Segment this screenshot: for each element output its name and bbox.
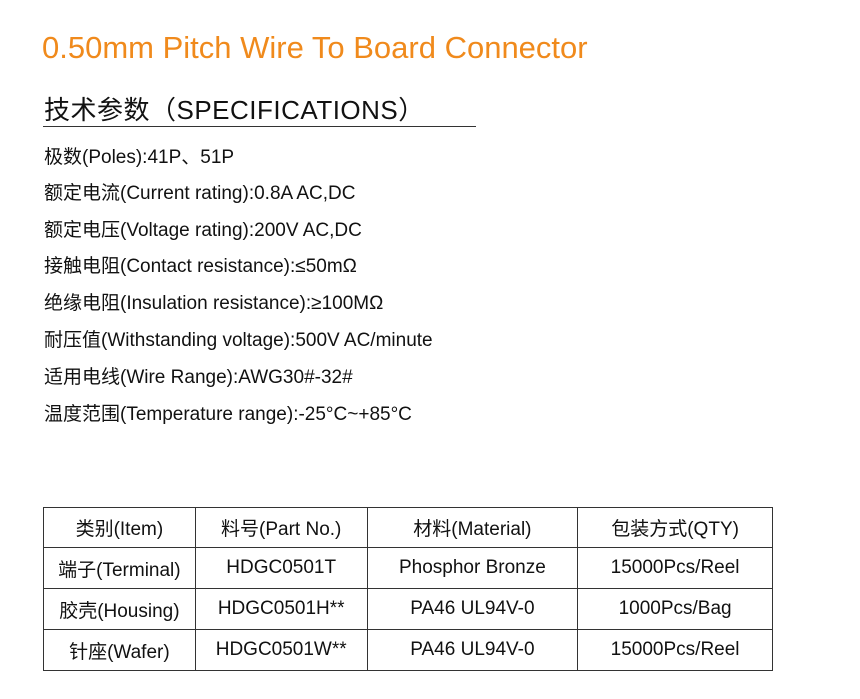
table-row: 针座(Wafer) HDGC0501W** PA46 UL94V-0 15000… [43, 629, 773, 671]
cell-part-no: HDGC0501W** [194, 629, 368, 671]
specifications-heading: 技术参数（SPECIFICATIONS） [44, 95, 425, 125]
spec-temperature-range: 温度范围(Temperature range):-25°C~+85°C [44, 404, 412, 425]
cell-material: PA46 UL94V-0 [366, 588, 579, 630]
spec-insulation-resistance: 绝缘电阻(Insulation resistance):≥100MΩ [44, 293, 384, 314]
table-row: 胶壳(Housing) HDGC0501H** PA46 UL94V-0 100… [43, 588, 773, 630]
cell-qty: 1000Pcs/Bag [577, 588, 773, 630]
spec-current-rating: 额定电流(Current rating):0.8A AC,DC [44, 183, 356, 204]
header-part-no: 料号(Part No.) [194, 507, 368, 548]
cell-qty: 15000Pcs/Reel [577, 547, 773, 589]
cell-item: 端子(Terminal) [43, 547, 196, 589]
header-item: 类别(Item) [43, 507, 196, 548]
cell-qty: 15000Pcs/Reel [577, 629, 773, 671]
cell-item: 胶壳(Housing) [43, 588, 196, 630]
page-title: 0.50mm Pitch Wire To Board Connector [42, 30, 588, 65]
spec-contact-resistance: 接触电阻(Contact resistance):≤50mΩ [44, 256, 357, 277]
spec-wire-range: 适用电线(Wire Range):AWG30#-32# [44, 367, 353, 388]
cell-part-no: HDGC0501H** [194, 588, 368, 630]
cell-part-no: HDGC0501T [194, 547, 368, 589]
parts-table: 类别(Item) 料号(Part No.) 材料(Material) 包装方式(… [43, 507, 773, 671]
heading-divider [43, 126, 476, 127]
cell-material: Phosphor Bronze [366, 547, 579, 589]
spec-withstanding-voltage: 耐压值(Withstanding voltage):500V AC/minute [44, 330, 433, 351]
table-row: 端子(Terminal) HDGC0501T Phosphor Bronze 1… [43, 547, 773, 589]
spec-poles: 极数(Poles):41P、51P [44, 147, 235, 168]
table-header-row: 类别(Item) 料号(Part No.) 材料(Material) 包装方式(… [43, 507, 773, 548]
spec-voltage-rating: 额定电压(Voltage rating):200V AC,DC [44, 220, 362, 241]
cell-material: PA46 UL94V-0 [366, 629, 579, 671]
header-qty: 包装方式(QTY) [577, 507, 773, 548]
header-material: 材料(Material) [366, 507, 579, 548]
cell-item: 针座(Wafer) [43, 629, 196, 671]
